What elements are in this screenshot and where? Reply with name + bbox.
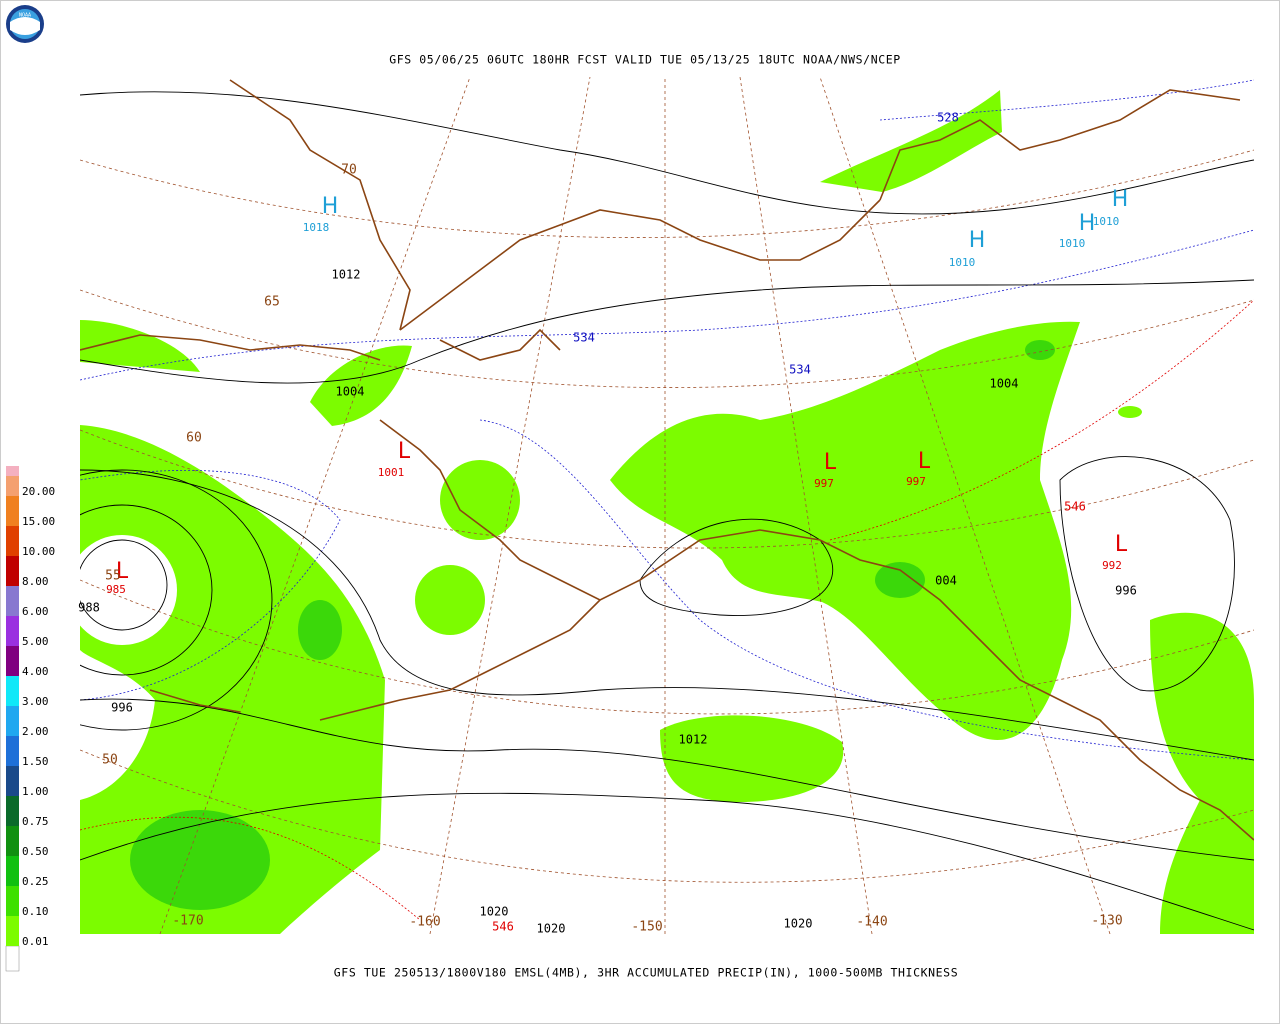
legend-swatch [5, 945, 20, 972]
isobar-label: 1020 [784, 917, 813, 931]
map [80, 77, 1254, 934]
logo: NOAA [6, 5, 44, 43]
thickness-labels: 528 534 534 546 546 [492, 111, 1086, 934]
legend-label: 2.00 [22, 725, 49, 738]
legend-label: 4.00 [22, 665, 49, 678]
legend-label: 8.00 [22, 575, 49, 588]
isobar-label: 1020 [480, 905, 509, 919]
high-value: 1018 [303, 221, 330, 234]
precip-areas [80, 90, 1254, 934]
latitude-label: 55 [105, 569, 121, 584]
isobar-labels: 1012 1004 1004 996 996 1012 988 004 1020… [78, 268, 1137, 936]
legend-swatch [6, 646, 19, 676]
low-symbol: L [398, 439, 411, 464]
high-value: 1010 [949, 256, 976, 269]
legend-swatch [6, 856, 19, 886]
thickness-label: 528 [937, 111, 959, 125]
legend-label: 0.10 [22, 905, 49, 918]
legend: 0.01 0.10 0.25 0.50 0.75 1.00 1.50 2.00 3.00 4.00… [5, 466, 55, 972]
isobar-label: 1020 [537, 922, 566, 936]
thickness-label: 534 [789, 363, 811, 377]
logo-text: NOAA [19, 13, 31, 19]
legend-label: 10.00 [22, 545, 55, 558]
latitude-label: 65 [264, 295, 280, 310]
legend-swatch [6, 706, 19, 736]
pressure-centers: H 1018 H 1010 H 1010 H 1010 L 1001 L 997… [106, 187, 1128, 596]
legend-swatch [6, 676, 19, 706]
legend-swatch [6, 476, 19, 496]
legend-label: 15.00 [22, 515, 55, 528]
longitude-label: -140 [856, 915, 887, 930]
legend-label: 0.75 [22, 815, 49, 828]
low-symbol: L [824, 450, 837, 475]
isobar-label: 004 [935, 574, 957, 588]
legend-label: 0.50 [22, 845, 49, 858]
isobar-label: 996 [1115, 584, 1137, 598]
low-value: 1001 [378, 466, 405, 479]
legend-label: 1.00 [22, 785, 49, 798]
isobar-label: 1004 [336, 385, 365, 399]
legend-swatch [6, 916, 19, 946]
low-symbol: L [116, 559, 129, 584]
legend-swatch [6, 736, 19, 766]
caption: GFS TUE 250513/1800V180 EMSL(4MB), 3HR A… [334, 966, 958, 980]
low-symbol: L [1115, 532, 1128, 557]
isobar-label: 1012 [332, 268, 361, 282]
isobars [80, 91, 1254, 931]
isobar-label: 1012 [679, 733, 708, 747]
high-symbol: H [969, 228, 986, 253]
legend-label: 3.00 [22, 695, 49, 708]
legend-swatch [6, 796, 19, 826]
graticule-labels: -170 -160 -150 -140 -130 70 65 60 55 50 [102, 163, 1122, 935]
thickness-label: 534 [573, 331, 595, 345]
legend-swatch [6, 586, 19, 616]
high-symbol: H [1112, 187, 1129, 212]
legend-swatch [6, 886, 19, 916]
high-value: 1010 [1059, 237, 1086, 250]
legend-label: 6.00 [22, 605, 49, 618]
longitude-label: -130 [1091, 914, 1122, 929]
thickness-label: 546 [492, 920, 514, 934]
legend-swatch [6, 466, 19, 476]
thickness-lines-red [80, 299, 1254, 921]
legend-label: 0.25 [22, 875, 49, 888]
coastlines [80, 79, 1254, 841]
latitude-label: 50 [102, 753, 118, 768]
high-symbol: H [322, 194, 339, 219]
title: GFS 05/06/25 06UTC 180HR FCST VALID TUE … [389, 53, 901, 67]
isobar-label: 996 [111, 701, 133, 715]
legend-label: 1.50 [22, 755, 49, 768]
legend-swatch [6, 616, 19, 646]
legend-swatch [6, 526, 19, 556]
isobar-label: 988 [78, 601, 100, 615]
low-value: 992 [1102, 559, 1122, 572]
low-symbol: L [918, 449, 931, 474]
legend-label: 5.00 [22, 635, 49, 648]
thickness-label: 546 [1064, 500, 1086, 514]
legend-swatch [6, 496, 19, 526]
legend-swatch [6, 556, 19, 586]
latitude-label: 70 [341, 163, 357, 178]
latitude-label: 60 [186, 431, 202, 446]
low-value: 985 [106, 583, 126, 596]
isobar-label: 1004 [990, 377, 1019, 391]
graticule [80, 77, 1254, 934]
legend-label: 0.01 [22, 935, 49, 948]
legend-label: 20.00 [22, 485, 55, 498]
low-value: 997 [906, 475, 926, 488]
high-value: 1010 [1093, 215, 1120, 228]
precip-heavy [130, 340, 1055, 910]
legend-swatch [6, 766, 19, 796]
longitude-label: -170 [172, 914, 203, 929]
legend-swatch [6, 826, 19, 856]
low-value: 997 [814, 477, 834, 490]
longitude-label: -150 [631, 920, 662, 935]
longitude-label: -160 [409, 915, 440, 930]
high-symbol: H [1079, 211, 1096, 236]
